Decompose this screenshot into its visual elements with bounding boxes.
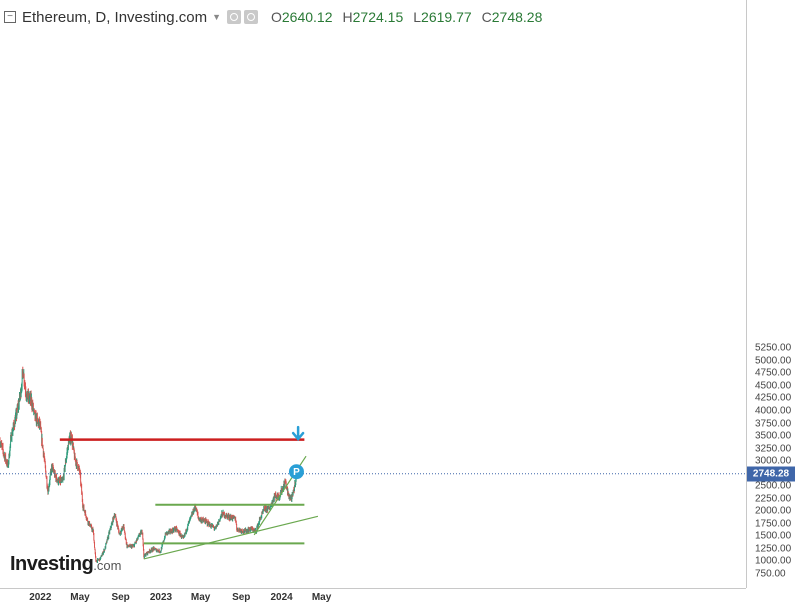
y-tick-label: 750.00 <box>755 568 786 580</box>
chart-header: − Ethereum, D, Investing.com ▼ O2640.12 … <box>4 6 542 28</box>
y-tick-label: 1750.00 <box>755 518 792 530</box>
time-axis[interactable]: 2022 May Sep 2023 May Sep 2024 May <box>0 588 746 608</box>
y-tick-label: 4000.00 <box>755 405 792 417</box>
settings-icon[interactable] <box>227 10 241 24</box>
gear-icon[interactable] <box>244 10 258 24</box>
ohlc-close: C2748.28 <box>481 9 543 25</box>
last-price-tag: 2748.28 <box>747 466 795 482</box>
x-tick-label: May <box>190 592 211 603</box>
y-tick-label: 3250.00 <box>755 443 792 455</box>
y-tick-label: 1500.00 <box>755 530 792 542</box>
y-tick-label: 3000.00 <box>755 455 792 467</box>
x-tick-label: Sep <box>111 592 130 603</box>
chart-title: Ethereum, D, Investing.com <box>22 8 208 26</box>
marker-label: P <box>293 467 300 478</box>
collapse-icon[interactable]: − <box>4 11 16 23</box>
chevron-down-icon[interactable]: ▼ <box>212 12 221 22</box>
y-tick-label: 1250.00 <box>755 543 792 555</box>
down-arrow-icon <box>291 425 305 442</box>
x-tick-label: 2024 <box>270 592 293 603</box>
y-tick-label: 4250.00 <box>755 392 792 404</box>
y-tick-label: 5250.00 <box>755 342 792 354</box>
y-tick-label: 5000.00 <box>755 355 792 367</box>
y-tick-label: 2500.00 <box>755 480 792 492</box>
price-chart[interactable]: P <box>0 0 746 588</box>
y-tick-label: 3750.00 <box>755 418 792 430</box>
x-tick-label: 2022 <box>29 592 52 603</box>
y-tick-label: 3500.00 <box>755 430 792 442</box>
marker-icon <box>288 464 304 480</box>
x-tick-label: May <box>311 592 332 603</box>
chart-plot-area[interactable]: P − Ethereum, D, Investing.com ▼ O2640.1… <box>0 0 746 588</box>
y-tick-label: 2000.00 <box>755 505 792 517</box>
price-axis[interactable]: 5250.00 5000.00 4750.00 4500.00 4250.00 4000.… <box>746 0 797 588</box>
ohlc-high: H2724.15 <box>342 9 404 25</box>
trendline-long <box>143 515 319 560</box>
ohlc-open: O2640.12 <box>271 9 333 25</box>
y-tick-label: 4750.00 <box>755 367 792 379</box>
ohlc-low: L2619.77 <box>413 9 472 25</box>
x-tick-label: 2023 <box>149 592 173 603</box>
y-tick-label: 2250.00 <box>755 493 792 505</box>
y-tick-label: 1000.00 <box>755 555 792 567</box>
investing-logo: Investing.com <box>10 553 122 575</box>
x-tick-label: May <box>70 592 90 603</box>
x-tick-label: Sep <box>232 592 251 603</box>
y-tick-label: 4500.00 <box>755 380 792 392</box>
